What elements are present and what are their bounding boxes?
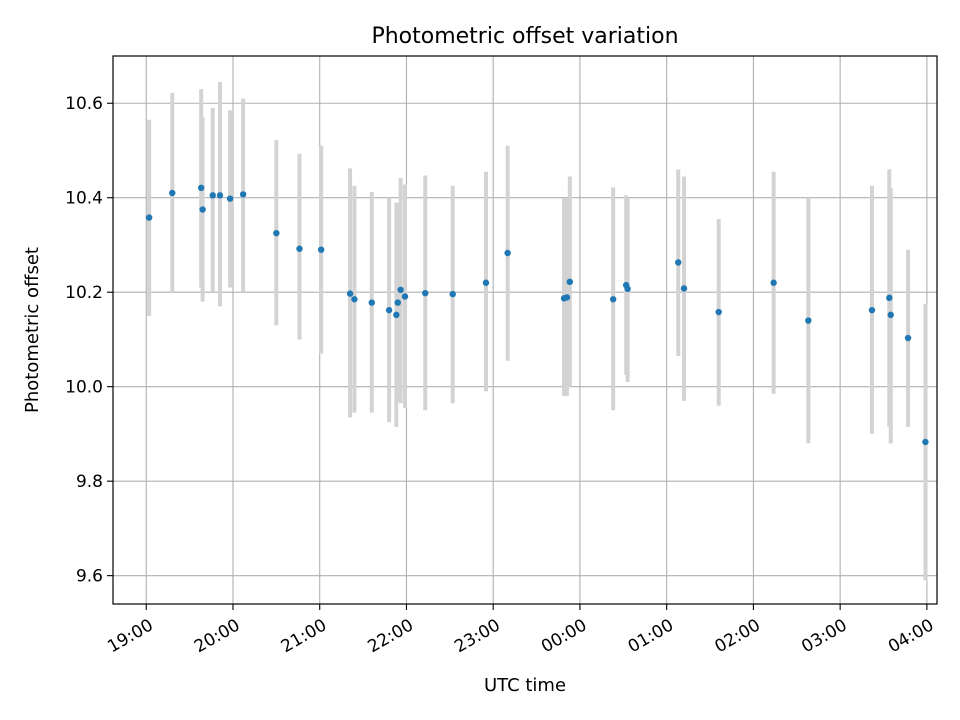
data-point [351, 296, 358, 303]
data-point [482, 279, 490, 286]
data-point [169, 189, 176, 197]
y-tick-label: 10.6 [65, 94, 103, 114]
data-points [145, 184, 929, 446]
data-point [397, 286, 404, 294]
data-point [385, 306, 393, 314]
data-point [715, 308, 722, 316]
y-tick-label: 10.2 [65, 283, 103, 303]
data-point [226, 195, 234, 202]
data-point [346, 290, 354, 297]
data-point [273, 229, 280, 237]
grid-lines [113, 56, 937, 604]
data-point [868, 306, 876, 314]
data-point [680, 285, 688, 292]
data-point [675, 259, 682, 266]
data-point [563, 294, 571, 301]
plot-frame [112, 55, 938, 605]
data-point [209, 192, 216, 199]
data-point [239, 191, 247, 198]
data-point [296, 245, 303, 252]
data-point [805, 317, 812, 324]
chart-title: Photometric offset variation [371, 24, 678, 49]
y-tick-label: 9.8 [76, 472, 103, 492]
x-axis-label: UTC time [484, 675, 566, 696]
data-point [449, 290, 456, 298]
data-point [504, 249, 511, 257]
data-point [624, 285, 631, 293]
data-point [887, 311, 894, 319]
data-point [394, 299, 401, 306]
data-point [904, 334, 912, 342]
y-tick-label: 10.0 [65, 378, 103, 398]
y-tick-label: 10.4 [65, 189, 103, 209]
data-point [393, 311, 400, 319]
data-point [199, 206, 206, 213]
y-axis: 9.6 9.8 10.0 10.2 10.4 10.6 [65, 94, 113, 587]
data-point [197, 184, 205, 192]
data-point [317, 246, 325, 253]
data-point [566, 278, 574, 286]
data-point [609, 296, 617, 303]
data-point [422, 289, 429, 297]
data-point [145, 214, 153, 221]
data-point [216, 192, 224, 199]
data-point [401, 293, 409, 300]
data-point [368, 299, 375, 306]
y-axis-label: Photometric offset [22, 247, 43, 413]
data-point [922, 438, 929, 446]
data-point [886, 294, 893, 302]
data-point [770, 279, 777, 286]
y-tick-label: 9.6 [76, 567, 103, 587]
